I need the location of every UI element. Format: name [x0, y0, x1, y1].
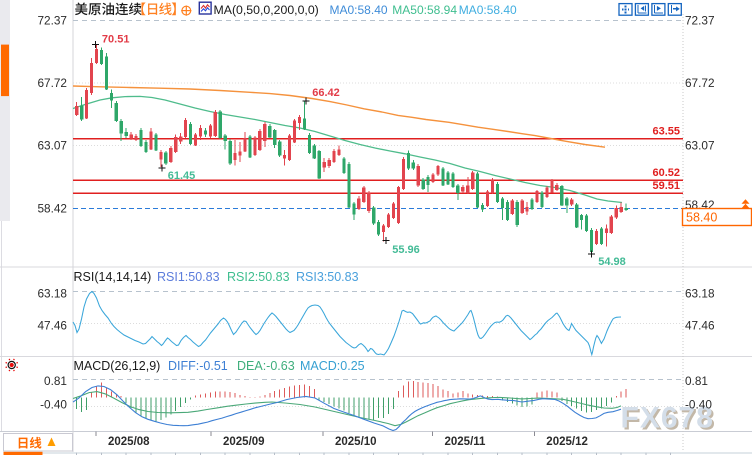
svg-text:2025/08: 2025/08: [108, 436, 150, 448]
svg-text:2025/12: 2025/12: [546, 436, 588, 448]
svg-text:63.07: 63.07: [37, 139, 67, 153]
svg-text:MA0:58.40: MA0:58.40: [459, 3, 517, 17]
svg-text:2025/11: 2025/11: [445, 436, 487, 448]
svg-text:47.46: 47.46: [685, 319, 715, 333]
svg-text:54.98: 54.98: [598, 256, 626, 268]
svg-text:60.52: 60.52: [652, 167, 680, 179]
svg-text:66.42: 66.42: [312, 87, 340, 99]
svg-text:FX678: FX678: [621, 402, 714, 435]
svg-text:63.18: 63.18: [685, 287, 715, 301]
svg-text:RSI(14,14,14): RSI(14,14,14): [74, 270, 152, 284]
svg-text:58.40: 58.40: [686, 211, 717, 225]
svg-text:0.81: 0.81: [44, 374, 67, 388]
svg-text:55.96: 55.96: [392, 244, 420, 256]
svg-text:67.72: 67.72: [37, 76, 67, 90]
svg-text:72.37: 72.37: [37, 14, 67, 28]
svg-text:63.55: 63.55: [652, 126, 680, 138]
svg-text:59.51: 59.51: [652, 180, 680, 192]
svg-text:RSI1:50.83: RSI1:50.83: [157, 270, 220, 284]
svg-text:DEA:-0.63: DEA:-0.63: [237, 359, 295, 373]
svg-text:47.46: 47.46: [37, 319, 67, 333]
svg-text:MA(0,50,0,200,0,0): MA(0,50,0,200,0,0): [214, 3, 319, 17]
svg-text:MACD(26,12,9): MACD(26,12,9): [74, 359, 161, 373]
svg-text:2025/10: 2025/10: [335, 436, 377, 448]
svg-text:RSI3:50.83: RSI3:50.83: [296, 270, 359, 284]
svg-text:67.72: 67.72: [685, 76, 715, 90]
svg-text:MACD:0.25: MACD:0.25: [300, 359, 365, 373]
svg-text:63.18: 63.18: [37, 287, 67, 301]
svg-text:MA0:58.40: MA0:58.40: [330, 3, 388, 17]
svg-text:DIFF:-0.51: DIFF:-0.51: [168, 359, 228, 373]
svg-text:58.42: 58.42: [37, 201, 67, 215]
svg-text:0.81: 0.81: [685, 374, 708, 388]
svg-text:MA50:58.94: MA50:58.94: [392, 3, 457, 17]
svg-text:63.07: 63.07: [685, 139, 715, 153]
svg-text:RSI2:50.83: RSI2:50.83: [227, 270, 290, 284]
svg-text:72.37: 72.37: [685, 14, 715, 28]
svg-text:FX678: FX678: [623, 404, 716, 437]
svg-text:61.45: 61.45: [168, 170, 196, 182]
svg-text:-0.40: -0.40: [40, 398, 67, 412]
svg-text:-0.40: -0.40: [685, 398, 712, 412]
svg-text:2025/09: 2025/09: [223, 436, 265, 448]
svg-text:70.51: 70.51: [102, 34, 130, 46]
